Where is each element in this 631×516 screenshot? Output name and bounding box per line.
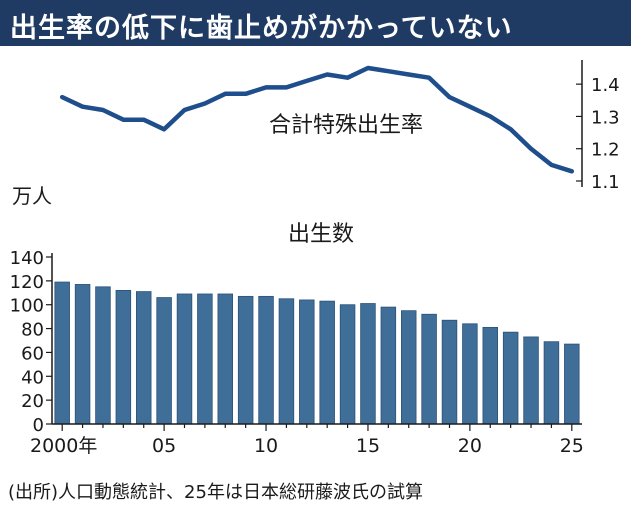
births-bar-2024	[543, 341, 560, 425]
births-y-tick-label: 40	[21, 367, 44, 388]
tfr-ticks: 1.1 1.2 1.3 1.4	[576, 75, 620, 193]
births-bar-2007	[197, 293, 213, 425]
births-chart-title: 出生数	[288, 222, 354, 247]
births-x-tick-label: 20	[458, 435, 482, 457]
chart-area: 1.11.21.31.4 合計特殊出生率 万人 出生数 020406080100…	[10, 60, 620, 457]
tfr-tick-label: 1.4	[591, 75, 620, 96]
births-bar-2009	[237, 295, 254, 425]
births-bar-2019	[441, 319, 458, 425]
births-y-tick-label: 0	[33, 415, 44, 436]
tfr-tick-label: 1.2	[591, 140, 620, 161]
births-bar-2016	[380, 306, 397, 425]
births-unit-label: 万人	[12, 184, 52, 208]
births-bars	[54, 281, 580, 425]
births-bar-2020	[462, 323, 478, 425]
page-title: 出生率の低下に歯止めがかかっていない	[10, 13, 513, 44]
births-bar-2022	[502, 331, 519, 425]
births-bar-2014	[339, 304, 356, 425]
births-x-tick-label: 15	[356, 435, 380, 457]
births-y-tick-label: 120	[10, 272, 44, 293]
births-x-ticks: 2000年 05 10 15 20 25	[30, 424, 584, 457]
births-bar-2000	[54, 281, 70, 425]
births-x-tick-label: 05	[152, 435, 176, 457]
births-x-tick-label: 2000年	[30, 435, 97, 457]
births-bar-2006	[176, 293, 193, 425]
title-bar: 出生率の低下に歯止めがかかっていない	[0, 0, 631, 46]
births-bar-2011	[278, 298, 295, 425]
births-bar-2010	[258, 295, 274, 425]
births-y-tick-label: 80	[21, 320, 44, 341]
births-bar-2023	[523, 336, 539, 425]
tfr-tick-label: 1.1	[591, 172, 620, 193]
births-bar-2015	[360, 303, 376, 425]
source-note: (出所)人口動態統計、25年は日本総研藤波氏の試算	[8, 482, 423, 503]
births-bar-2001	[74, 284, 91, 425]
births-bar-2018	[421, 313, 437, 425]
births-bar-2013	[319, 300, 335, 425]
births-y-tick-label: 60	[21, 343, 44, 364]
births-bar-2025	[564, 343, 580, 425]
births-y-tick-label: 140	[10, 248, 44, 269]
births-bar-2021	[482, 326, 499, 425]
births-bar-2004	[135, 291, 152, 425]
births-y-tick-label: 100	[10, 296, 44, 317]
births-bar-2005	[156, 297, 172, 425]
births-x-tick-label: 10	[254, 435, 278, 457]
births-x-tick-label: 25	[560, 435, 584, 457]
births-bar-2003	[115, 289, 132, 425]
births-bar-2008	[217, 293, 234, 425]
tfr-series-line	[59, 65, 575, 174]
tfr-chart-title: 合計特殊出生率	[269, 113, 423, 138]
births-bar-2017	[400, 310, 417, 425]
births-y-tick-label: 20	[21, 391, 44, 412]
tfr-tick-label: 1.3	[591, 107, 620, 128]
births-bar-2012	[299, 299, 315, 425]
births-bar-2002	[95, 286, 111, 425]
